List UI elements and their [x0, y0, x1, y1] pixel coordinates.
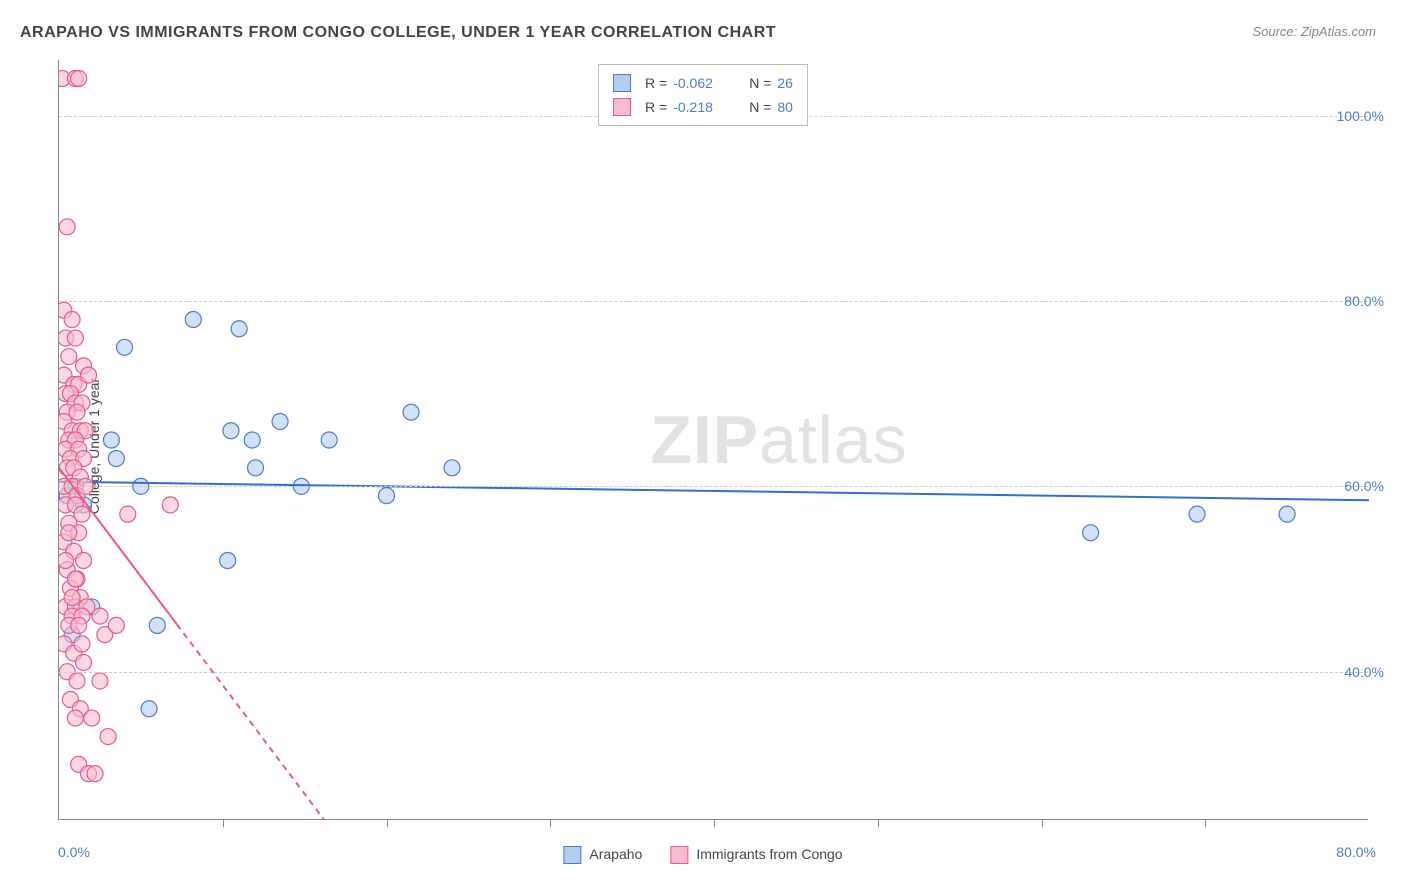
scatter-point: [61, 349, 77, 365]
legend-r-value: -0.218: [673, 95, 733, 119]
scatter-point: [231, 321, 247, 337]
scatter-point: [71, 71, 87, 87]
scatter-svg: [59, 60, 1369, 820]
scatter-point: [108, 617, 124, 633]
legend-r-label: R =: [645, 71, 667, 95]
y-tick-label: 80.0%: [1344, 293, 1384, 309]
scatter-point: [80, 367, 96, 383]
correlation-legend: R = -0.062 N = 26 R = -0.218 N = 80: [598, 64, 808, 126]
scatter-point: [64, 590, 80, 606]
scatter-point: [272, 413, 288, 429]
x-tick-min: 0.0%: [58, 844, 90, 860]
gridline-h: [59, 301, 1368, 302]
scatter-point: [149, 617, 165, 633]
source-label: Source: ZipAtlas.com: [1252, 24, 1376, 39]
legend-swatch: [613, 98, 631, 116]
scatter-point: [1279, 506, 1295, 522]
x-tick-max: 80.0%: [1336, 844, 1376, 860]
scatter-point: [71, 617, 87, 633]
legend-swatch: [563, 846, 581, 864]
scatter-point: [92, 673, 108, 689]
legend-swatch: [670, 846, 688, 864]
scatter-point: [223, 423, 239, 439]
legend-n-value: 26: [777, 71, 793, 95]
scatter-point: [120, 506, 136, 522]
scatter-point: [117, 339, 133, 355]
x-tick: [1205, 819, 1206, 827]
y-tick-label: 60.0%: [1344, 478, 1384, 494]
legend-r-value: -0.062: [673, 71, 733, 95]
scatter-point: [92, 608, 108, 624]
scatter-point: [74, 636, 90, 652]
scatter-point: [59, 552, 74, 568]
scatter-point: [444, 460, 460, 476]
scatter-point: [100, 729, 116, 745]
trend-line: [59, 482, 1369, 501]
scatter-point: [1083, 525, 1099, 541]
legend-n-label: N =: [749, 71, 771, 95]
series-legend: Arapaho Immigrants from Congo: [563, 846, 842, 864]
scatter-point: [69, 673, 85, 689]
legend-label: Immigrants from Congo: [696, 846, 842, 862]
scatter-point: [76, 654, 92, 670]
x-tick: [387, 819, 388, 827]
plot-area: ZIPatlas: [58, 60, 1368, 820]
scatter-point: [84, 710, 100, 726]
legend-row: R = -0.218 N = 80: [613, 95, 793, 119]
y-tick-label: 100.0%: [1337, 108, 1384, 124]
scatter-point: [108, 451, 124, 467]
legend-item: Arapaho: [563, 846, 642, 864]
legend-n-label: N =: [749, 95, 771, 119]
y-tick-label: 40.0%: [1344, 664, 1384, 680]
scatter-point: [67, 710, 83, 726]
scatter-point: [87, 766, 103, 782]
scatter-point: [321, 432, 337, 448]
scatter-point: [248, 460, 264, 476]
scatter-point: [59, 219, 75, 235]
x-tick: [714, 819, 715, 827]
x-tick: [550, 819, 551, 827]
gridline-h: [59, 486, 1368, 487]
gridline-h: [59, 672, 1368, 673]
legend-swatch: [613, 74, 631, 92]
legend-row: R = -0.062 N = 26: [613, 71, 793, 95]
scatter-point: [403, 404, 419, 420]
scatter-point: [61, 525, 77, 541]
scatter-point: [244, 432, 260, 448]
chart-title: ARAPAHO VS IMMIGRANTS FROM CONGO COLLEGE…: [20, 24, 776, 42]
scatter-point: [141, 701, 157, 717]
scatter-point: [103, 432, 119, 448]
scatter-point: [76, 552, 92, 568]
legend-label: Arapaho: [589, 846, 642, 862]
scatter-point: [379, 488, 395, 504]
scatter-point: [1189, 506, 1205, 522]
legend-n-value: 80: [777, 95, 793, 119]
x-tick: [878, 819, 879, 827]
scatter-point: [162, 497, 178, 513]
scatter-point: [185, 312, 201, 328]
legend-item: Immigrants from Congo: [670, 846, 842, 864]
trend-line-dashed: [177, 624, 324, 820]
scatter-point: [220, 552, 236, 568]
x-tick: [1042, 819, 1043, 827]
x-tick: [223, 819, 224, 827]
scatter-point: [64, 312, 80, 328]
legend-r-label: R =: [645, 95, 667, 119]
scatter-point: [67, 330, 83, 346]
chart-container: ARAPAHO VS IMMIGRANTS FROM CONGO COLLEGE…: [0, 0, 1406, 892]
scatter-point: [67, 571, 83, 587]
